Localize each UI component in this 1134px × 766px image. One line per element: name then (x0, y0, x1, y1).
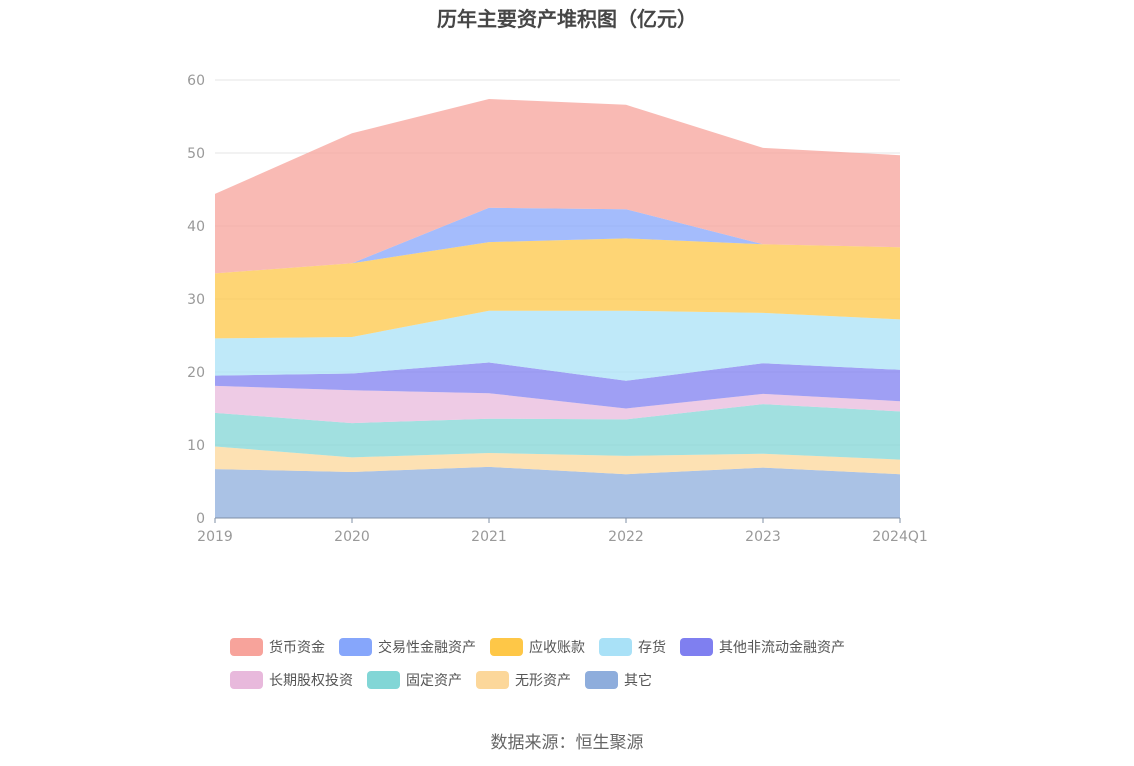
y-tick-label: 60 (187, 73, 205, 89)
area-其它 (215, 466, 900, 518)
legend: 货币资金 交易性金融资产 应收账款 存货 其他非流动金融资产 长期股权投资 固定资产 无形资… (230, 630, 930, 696)
y-tick-label: 20 (187, 365, 205, 381)
legend-item[interactable]: 交易性金融资产 (339, 637, 476, 657)
area-其他非流动金融资产 (215, 362, 900, 409)
legend-label: 其它 (624, 672, 652, 689)
legend-swatch (585, 670, 618, 689)
axes: 0 10 20 30 40 50 60 2019 2020 2021 2022 2023 2024Q1 (187, 73, 928, 545)
legend-row: 货币资金 交易性金融资产 应收账款 存货 其他非流动金融资产 (230, 630, 930, 663)
legend-item[interactable]: 其他非流动金融资产 (680, 637, 845, 657)
legend-label: 应收账款 (529, 639, 585, 656)
area-存货 (215, 310, 900, 381)
area-长期股权投资 (215, 385, 900, 424)
chart-title: 历年主要资产堆积图（亿元） (437, 7, 697, 31)
area-series (215, 99, 900, 518)
legend-swatch (230, 637, 263, 656)
legend-item[interactable]: 货币资金 (230, 637, 325, 657)
data-source-note: 数据来源：恒生聚源 (490, 733, 644, 753)
legend-swatch (230, 670, 263, 689)
y-tick-label: 50 (187, 146, 205, 162)
area-货币资金 (215, 99, 900, 274)
legend-item[interactable]: 应收账款 (490, 637, 585, 657)
x-tick-label: 2020 (334, 529, 370, 545)
legend-row: 长期股权投资 固定资产 无形资产 其它 (230, 663, 930, 696)
area-应收账款 (215, 238, 900, 339)
y-tick-label: 30 (187, 292, 205, 308)
x-tick-label: 2022 (608, 529, 644, 545)
legend-item[interactable]: 其它 (585, 670, 652, 690)
area-无形资产 (215, 446, 900, 475)
legend-item[interactable]: 无形资产 (476, 670, 571, 690)
legend-label: 固定资产 (406, 672, 462, 689)
legend-swatch (367, 670, 400, 689)
y-tick-label: 40 (187, 219, 205, 235)
legend-label: 货币资金 (269, 639, 325, 656)
legend-label: 交易性金融资产 (378, 639, 476, 656)
x-tick-label: 2024Q1 (872, 529, 928, 545)
legend-item[interactable]: 存货 (599, 637, 666, 657)
legend-item[interactable]: 长期股权投资 (230, 670, 353, 690)
x-tick-label: 2023 (745, 529, 781, 545)
y-tick-label: 0 (196, 511, 205, 527)
legend-swatch (680, 637, 713, 656)
y-tick-label: 10 (187, 438, 205, 454)
legend-label: 其他非流动金融资产 (719, 639, 845, 656)
legend-swatch (476, 670, 509, 689)
legend-swatch (599, 637, 632, 656)
legend-label: 无形资产 (515, 672, 571, 689)
legend-label: 长期股权投资 (269, 672, 353, 689)
legend-swatch (490, 637, 523, 656)
x-tick-label: 2021 (471, 529, 507, 545)
x-tick-label: 2019 (197, 529, 233, 545)
legend-swatch (339, 637, 372, 656)
legend-label: 存货 (638, 639, 666, 656)
area-固定资产 (215, 404, 900, 460)
area-交易性金融资产 (215, 207, 900, 274)
legend-item[interactable]: 固定资产 (367, 670, 462, 690)
